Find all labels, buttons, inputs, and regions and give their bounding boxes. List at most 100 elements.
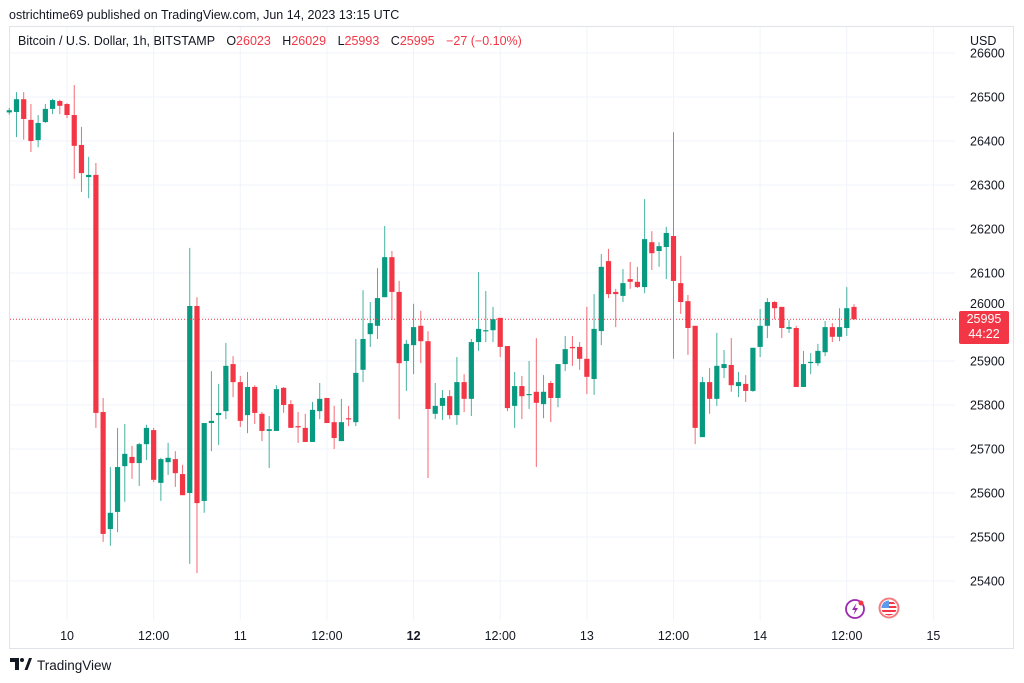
candle-body	[735, 382, 742, 387]
candle	[483, 291, 489, 343]
candle-body	[71, 115, 77, 146]
time-tick-label: 12:00	[311, 629, 342, 643]
tradingview-brand[interactable]: TradingView	[37, 658, 112, 673]
candle-body	[403, 343, 409, 361]
candle-body	[533, 391, 539, 403]
currency-label[interactable]: USD	[970, 34, 997, 48]
candle	[786, 320, 792, 333]
time-tick-label: 11	[234, 629, 247, 643]
candle-body	[764, 302, 770, 326]
candle	[540, 375, 547, 419]
symbol-legend: Bitcoin / U.S. Dollar, 1h, BITSTAMP O260…	[18, 34, 522, 48]
candle-body	[208, 420, 215, 424]
candle	[201, 423, 207, 513]
candle	[757, 309, 763, 358]
candle-body	[771, 302, 778, 309]
candle-body	[129, 456, 135, 464]
candle	[309, 401, 316, 442]
candle-body	[410, 327, 417, 346]
footer: TradingView	[10, 658, 111, 673]
candle-body	[374, 298, 381, 326]
candle	[42, 104, 48, 123]
candle	[555, 364, 561, 408]
candle	[425, 331, 431, 479]
price-tick-label: 25500	[970, 531, 1005, 545]
candle	[439, 390, 446, 420]
candle-body	[425, 341, 431, 409]
candle-body	[439, 397, 446, 406]
candle-body	[346, 418, 352, 420]
grid	[10, 27, 955, 620]
candle-body	[497, 317, 503, 347]
candle-body	[331, 422, 337, 438]
candle	[295, 412, 301, 443]
candle-body	[504, 346, 511, 409]
candle	[374, 268, 381, 339]
candle	[382, 225, 388, 298]
candle-body	[699, 382, 705, 438]
candle-body	[605, 261, 612, 295]
candle-body	[382, 257, 388, 298]
candle-body	[179, 474, 186, 496]
candle-body	[692, 325, 698, 428]
candle	[836, 308, 843, 342]
tradingview-logo-icon[interactable]	[10, 658, 32, 673]
price-tick-label: 26300	[970, 179, 1005, 193]
last-price-badge: 25995 44:22	[959, 311, 1009, 344]
time-tick-label: 12:00	[831, 629, 862, 643]
candle-body	[670, 236, 677, 281]
candle	[122, 423, 128, 502]
time-tick-label: 15	[926, 629, 940, 643]
candle	[743, 375, 749, 402]
candle-body	[685, 301, 691, 328]
candle-body	[526, 394, 532, 396]
lightning-event-icon[interactable]	[844, 598, 866, 625]
candle-body	[591, 328, 597, 380]
candle	[497, 317, 503, 358]
candle-body	[57, 100, 63, 106]
time-tick-label: 12:00	[658, 629, 689, 643]
candle	[800, 350, 807, 387]
candle	[143, 424, 150, 460]
candle	[324, 397, 330, 424]
candle	[533, 338, 539, 468]
candle	[78, 126, 85, 193]
candle	[208, 371, 215, 452]
candle-body	[28, 119, 34, 141]
us-flag-icon[interactable]	[878, 597, 900, 624]
candle-body	[64, 104, 70, 116]
candle-body	[353, 372, 359, 423]
price-tick-label: 26600	[970, 47, 1005, 61]
candle-body	[158, 459, 164, 483]
candle-body	[447, 396, 453, 416]
candle	[114, 427, 121, 533]
candle	[288, 400, 294, 428]
candle-body	[324, 397, 330, 424]
candle-body	[577, 346, 583, 359]
candle-body	[223, 365, 229, 412]
chart-frame	[9, 26, 1014, 649]
candle	[237, 375, 243, 427]
candle-body	[201, 423, 207, 501]
candle	[21, 92, 27, 140]
candle	[699, 376, 705, 438]
open-value: 26023	[236, 34, 271, 48]
candle-body	[569, 346, 576, 349]
candle-body	[627, 279, 633, 282]
candle-body	[649, 242, 655, 254]
candle	[410, 303, 417, 375]
candle	[179, 464, 186, 496]
candle	[728, 338, 734, 392]
time-tick-label: 12:00	[485, 629, 516, 643]
candle-body	[396, 291, 402, 364]
time-tick-label: 13	[580, 629, 594, 643]
candle-body	[6, 110, 12, 113]
candle-body	[663, 232, 669, 248]
candle	[28, 104, 34, 152]
candle	[512, 372, 518, 428]
candle-body	[273, 389, 279, 431]
candle-body	[836, 327, 843, 337]
candle	[815, 343, 821, 366]
candle	[317, 383, 323, 420]
